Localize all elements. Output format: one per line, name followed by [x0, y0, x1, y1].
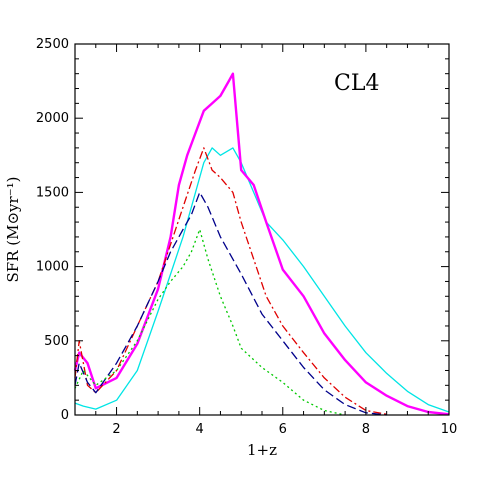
- series-line-2: [73, 72, 450, 416]
- series-line-1: [74, 147, 450, 413]
- series-line-4: [74, 191, 387, 416]
- x-tick-label: 10: [441, 422, 458, 437]
- x-tick-label: 4: [196, 422, 204, 437]
- x-tick-label: 6: [279, 422, 287, 437]
- x-tick-label: 8: [362, 422, 370, 437]
- y-tick-label: 500: [44, 334, 69, 349]
- y-tick-label: 2000: [36, 111, 69, 126]
- y-tick-label: 1000: [36, 260, 69, 275]
- x-axis-label: 1+z: [247, 441, 277, 459]
- series-line-5: [74, 228, 346, 416]
- plot-frame: [74, 43, 450, 416]
- y-axis-label: SFR (M⊙yr⁻¹): [4, 177, 22, 283]
- series-layer: [73, 72, 450, 416]
- y-tick-label: 0: [61, 408, 69, 423]
- ticks-layer: 2 4 6 8 10 0 500 1000 1500 2000 2500: [36, 37, 457, 437]
- panel-label: CL4: [334, 71, 379, 96]
- y-tick-label: 1500: [36, 185, 69, 200]
- x-tick-label: 2: [112, 422, 120, 437]
- series-line-3: [74, 147, 387, 415]
- y-tick-label: 2500: [36, 37, 69, 52]
